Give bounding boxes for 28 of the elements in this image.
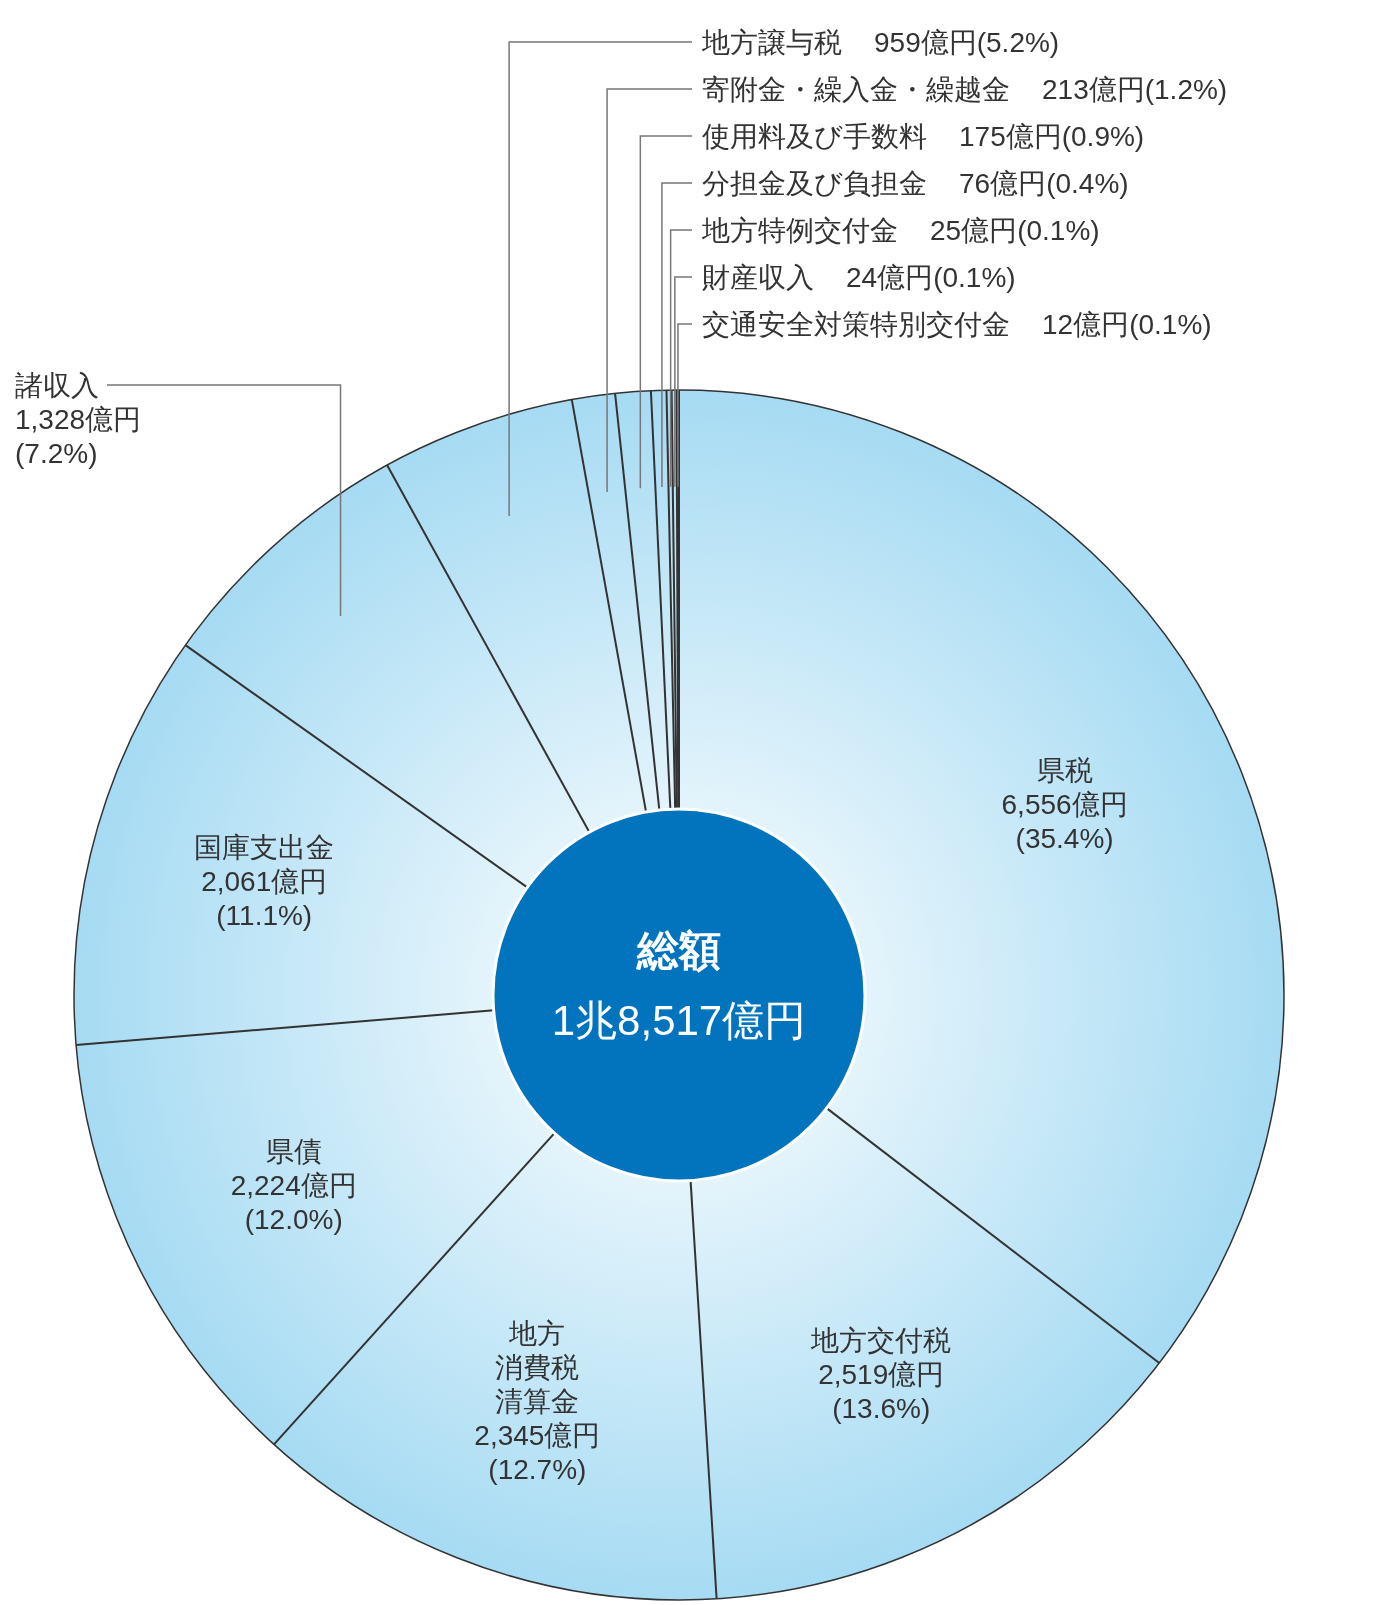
data-label: 2,224億円 (12.0%) [230,1170,357,1236]
slice-label: 地方特例交付金 [701,214,898,246]
data-label: 2,519億円 (13.6%) [818,1358,945,1424]
text: 1兆8,517億円 [551,996,807,1044]
slice-label: 地方譲与税 [701,26,842,58]
slice-label: 県税 [1036,755,1093,787]
data-label: 1,328億円 (7.2%) [15,403,142,469]
data-label: 76億円(0.4%) [959,167,1129,199]
slice-label: 分担金及び負担金 [702,167,927,199]
data-label: 6,556億円 (35.4%) [1001,789,1128,855]
slice-label: 地方消費税清算金 [495,1317,580,1417]
slice-label: 使用料及び手数料 [702,120,927,152]
data-label: 213億円(1.2%) [1042,73,1228,105]
data-label: 2,061億円 (11.1%) [201,866,328,932]
data-label: 175億円(0.9%) [959,120,1145,152]
data-label: 25億円(0.1%) [930,214,1100,246]
slice-label: 諸収入 [15,369,99,401]
data-label: 2,345億円 (12.7%) [474,1419,601,1485]
slice-label: 財産収入 [702,261,814,293]
slice-label: 交通安全対策特別交付金 [702,308,1010,340]
text: 総額 [636,926,721,974]
data-label: 12億円(0.1%) [1042,308,1212,340]
data-label: 959億円(5.2%) [874,26,1060,58]
slice-label: 寄附金・繰入金・繰越金 [702,73,1010,105]
slice-label: 地方交付税 [810,1324,952,1356]
data-label: 24億円(0.1%) [846,261,1016,293]
slice-label: 国庫支出金 [194,832,335,864]
slice-label: 県債 [265,1136,322,1168]
